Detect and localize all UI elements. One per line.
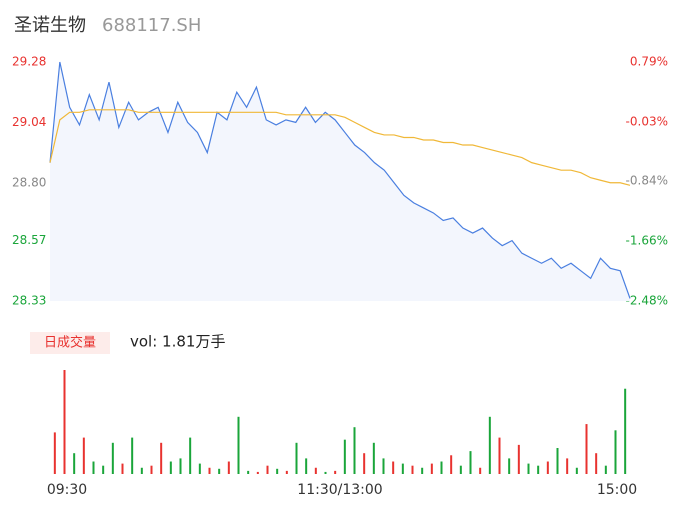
y2-tick-label: -2.48%	[626, 294, 668, 308]
price-line	[49, 61, 631, 299]
y2-tick-label: 0.79%	[630, 55, 668, 69]
volume-bar	[459, 465, 462, 474]
volume-bar	[421, 467, 424, 474]
volume-bar	[479, 467, 482, 474]
volume-bar	[624, 388, 627, 474]
volume-bar	[53, 432, 56, 474]
volume-bar	[237, 416, 240, 474]
volume-bar	[324, 471, 327, 474]
volume-bar	[595, 453, 598, 474]
volume-bar	[411, 465, 414, 474]
volume-bar	[63, 370, 66, 474]
volume-bar	[450, 455, 453, 474]
volume-bar	[266, 465, 269, 474]
volume-bar	[276, 468, 279, 474]
average-line	[49, 109, 631, 186]
volume-bar	[111, 442, 114, 474]
volume-bar	[401, 463, 404, 474]
volume-bar	[537, 465, 540, 474]
y2-tick-label: -0.03%	[626, 114, 668, 128]
volume-bar	[556, 448, 559, 474]
volume-bar	[169, 461, 172, 474]
volume-bar	[508, 458, 511, 474]
volume-bar	[440, 461, 443, 474]
volume-bar	[585, 424, 588, 474]
volume-bar	[334, 470, 337, 474]
volume-bar	[218, 468, 221, 474]
volume-bar	[527, 463, 530, 474]
volume-bar	[353, 427, 356, 474]
volume-bar	[392, 461, 395, 474]
volume-legend: 日成交量	[44, 335, 96, 351]
x-tick-label: 15:00	[597, 482, 637, 498]
volume-bar	[82, 437, 85, 474]
volume-bar	[227, 461, 230, 474]
volume-bar	[92, 461, 95, 474]
volume-bar	[604, 465, 607, 474]
volume-bar	[469, 451, 472, 474]
y-tick-label: 28.80	[12, 175, 46, 189]
volume-bar	[247, 470, 250, 474]
volume-bar	[517, 444, 520, 474]
volume-bar	[314, 467, 317, 474]
y-tick-label: 29.04	[12, 115, 46, 129]
volume-bar	[285, 470, 288, 474]
volume-bar	[566, 458, 569, 474]
volume-bar	[614, 430, 617, 474]
y2-tick-label: -0.84%	[626, 174, 668, 188]
y2-tick-label: -1.66%	[626, 234, 668, 248]
volume-bar	[160, 442, 163, 474]
volume-bar	[131, 437, 134, 474]
volume-bar	[198, 463, 201, 474]
volume-bar	[73, 453, 76, 474]
volume-bar	[189, 437, 192, 474]
stock-code: 688117.SH	[102, 15, 201, 36]
x-tick-label: 09:30	[47, 482, 87, 498]
volume-bar	[372, 442, 375, 474]
volume-bar	[575, 467, 578, 474]
volume-bar	[256, 471, 259, 474]
volume-bar	[140, 467, 143, 474]
volume-bar	[295, 442, 298, 474]
legend-box	[30, 332, 110, 354]
volume-bar	[498, 437, 501, 474]
volume-bar	[305, 458, 308, 474]
volume-bar	[102, 465, 105, 474]
volume-bar	[150, 465, 153, 474]
volume-bar	[430, 463, 433, 474]
volume-bar	[382, 458, 385, 474]
volume-bar	[488, 416, 491, 474]
stock-name: 圣诺生物	[14, 15, 86, 36]
volume-bar	[208, 467, 211, 474]
y-tick-label: 28.33	[12, 294, 46, 308]
x-tick-label: 11:30/13:00	[297, 482, 382, 498]
y-tick-label: 28.57	[12, 233, 46, 247]
volume-bar	[343, 439, 346, 474]
volume-bar	[363, 453, 366, 474]
volume-summary: vol: 1.81万手	[130, 333, 225, 351]
volume-bar	[179, 458, 182, 474]
y-tick-label: 29.28	[12, 55, 46, 69]
volume-bar	[121, 463, 124, 474]
price-area	[50, 62, 630, 301]
volume-bar	[546, 461, 549, 474]
